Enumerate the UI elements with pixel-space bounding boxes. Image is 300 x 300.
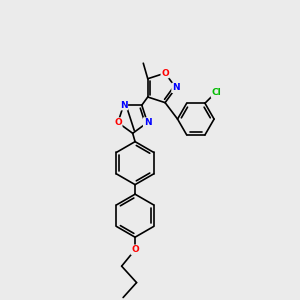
Text: O: O bbox=[114, 118, 122, 127]
Text: O: O bbox=[131, 245, 139, 254]
Text: N: N bbox=[120, 101, 128, 110]
Text: Cl: Cl bbox=[212, 88, 221, 97]
Text: N: N bbox=[172, 83, 180, 92]
Text: O: O bbox=[161, 69, 169, 78]
Text: N: N bbox=[144, 118, 151, 127]
